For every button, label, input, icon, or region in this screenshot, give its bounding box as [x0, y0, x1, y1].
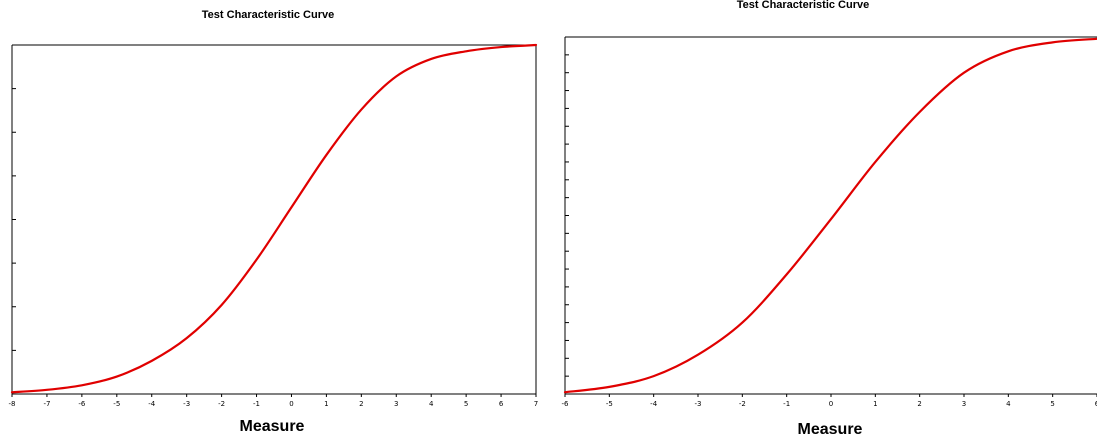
chart-right: Test Characteristic Curve Measure -6 -5 -4… [562, 0, 1097, 438]
chart-title: Test Characteristic Curve [202, 9, 334, 21]
x-tick-label: -7 [43, 400, 50, 408]
x-tick-label: 0 [289, 400, 293, 408]
x-tick-label: 2 [917, 400, 921, 408]
chart-title: Test Characteristic Curve [737, 0, 869, 11]
x-tick-label: 6 [1095, 400, 1097, 408]
x-tick-label: 4 [429, 400, 434, 408]
x-tick-label: -3 [183, 400, 190, 408]
x-tick-label: -6 [78, 400, 86, 408]
x-tick-label: -5 [606, 400, 613, 408]
chart-left: Test Characteristic Curve Measure -8 -7 -6… [9, 9, 539, 435]
x-tick-label: -4 [650, 400, 658, 408]
x-tick-label: 4 [1006, 400, 1011, 408]
x-tick-label: -2 [739, 400, 746, 408]
x-tick-label: 3 [394, 400, 398, 408]
x-tick-label: -1 [253, 400, 260, 408]
x-tick-label: -2 [218, 400, 225, 408]
x-tick-label: -3 [695, 400, 702, 408]
x-tick-label: -8 [9, 400, 16, 408]
x-tick-label: 5 [464, 400, 468, 408]
x-axis-label: Measure [240, 418, 305, 435]
x-tick-label: 1 [873, 400, 877, 408]
x-tick-label: 3 [962, 400, 966, 408]
x-tick-label: 2 [359, 400, 363, 408]
x-axis-label: Measure [798, 421, 863, 438]
x-tick-label: -1 [783, 400, 790, 408]
x-tick-label: -5 [113, 400, 120, 408]
x-tick-label: 1 [324, 400, 328, 408]
x-tick-label: 0 [829, 400, 833, 408]
x-tick-label: 7 [534, 400, 538, 408]
x-tick-label: -6 [562, 400, 570, 408]
x-tick-label: 5 [1050, 400, 1054, 408]
x-tick-label: 6 [499, 400, 504, 408]
series-line [10, 43, 538, 394]
x-tick-label: -4 [148, 400, 156, 408]
series-line [563, 37, 1097, 394]
